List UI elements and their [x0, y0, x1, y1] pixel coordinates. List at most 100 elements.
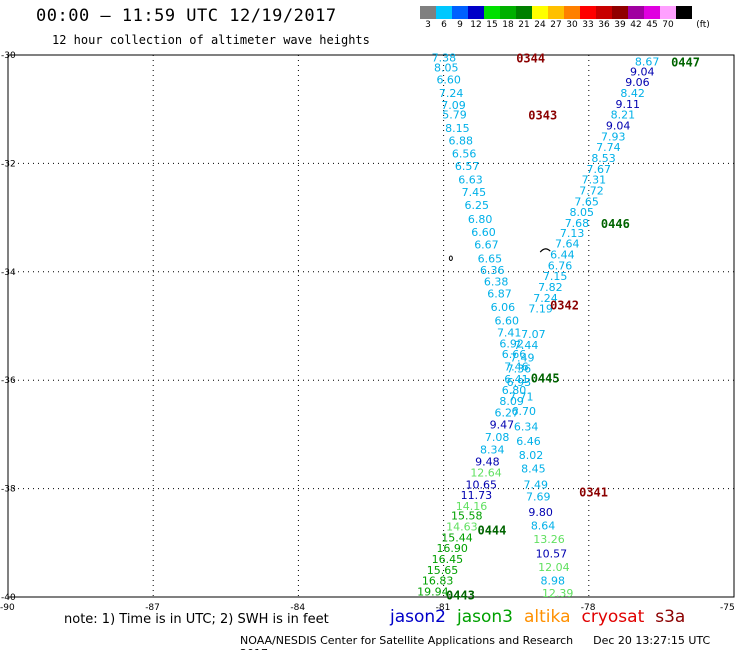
swh-value: 6.38 [484, 276, 509, 289]
scale-unit: (ft) [692, 6, 710, 31]
swh-value: 11.73 [461, 489, 493, 502]
lon-tick-label: -87 [145, 603, 160, 613]
pass-time-label: 0341 [579, 485, 608, 499]
swh-value: 8.05 [570, 206, 595, 219]
scale-swatch [452, 6, 468, 19]
swh-value: 9.04 [630, 65, 655, 78]
swh-value: 6.46 [516, 435, 541, 448]
scale-bin: 30 [564, 6, 580, 31]
pass-time-label: 0443 [446, 588, 475, 602]
island-marker [539, 248, 551, 253]
swh-value: 6.76 [548, 259, 573, 272]
lat-tick-label: -40 [1, 593, 16, 603]
swh-value: 8.34 [480, 444, 505, 457]
footnote: note: 1) Time is in UTC; 2) SWH is in fe… [64, 612, 329, 627]
scale-bin [676, 6, 692, 31]
pass-time-label: 0343 [528, 109, 557, 123]
swh-value: 8.45 [521, 463, 546, 476]
swh-value: 7.41 [497, 327, 522, 340]
swh-value: 14.16 [456, 500, 488, 513]
swh-value: 6.36 [480, 264, 505, 277]
swh-value: 8.02 [519, 449, 544, 462]
swh-value: 7.64 [555, 238, 580, 251]
scale-label: 33 [582, 20, 594, 30]
legend-jason3: jason3 [457, 607, 513, 627]
scale-bin: 33 [580, 6, 596, 31]
scale-swatch [532, 6, 548, 19]
scale-swatch [516, 6, 532, 19]
swh-value: 15.65 [427, 564, 459, 577]
swh-value: 6.92 [499, 337, 524, 350]
credit-line: NOAA/NESDIS Center for Satellite Applica… [240, 634, 740, 650]
scale-swatch [468, 6, 484, 19]
swh-value: 9.11 [616, 98, 641, 111]
swh-value: 6.25 [465, 199, 490, 212]
swh-value: 6.70 [511, 405, 535, 418]
lat-tick-label: -38 [1, 485, 16, 495]
legend-altika: altika [524, 607, 571, 627]
scale-label: 6 [441, 20, 447, 30]
swh-value: 6.41 [504, 373, 529, 386]
swh-value: 12.04 [538, 561, 570, 574]
scale-swatch [676, 6, 692, 19]
scale-bin: 70 [660, 6, 676, 31]
swh-value: 8.42 [620, 87, 645, 100]
swh-value: 7.71 [509, 390, 534, 403]
scale-bin: 39 [612, 6, 628, 31]
swh-value: 9.47 [490, 419, 515, 432]
legend-cryosat: cryosat [581, 607, 645, 627]
pass-time-label: 0446 [601, 217, 630, 231]
swh-value: 6.60 [471, 226, 496, 239]
scale-bin: 21 [516, 6, 532, 31]
swh-value: 16.45 [432, 553, 464, 566]
swh-value: 7.93 [601, 130, 626, 143]
scale-swatch [628, 6, 644, 19]
scale-swatch [420, 6, 436, 19]
scale-bin: 27 [548, 6, 564, 31]
scale-swatch [436, 6, 452, 19]
scale-bin: 3 [420, 6, 436, 31]
swh-value: 19.94 [417, 586, 449, 599]
swh-value: 7.19 [528, 303, 553, 316]
swh-value: 7.24 [439, 87, 464, 100]
swh-value: 6.56 [452, 148, 477, 161]
swh-value: 5.79 [442, 109, 467, 122]
swh-value: 6.60 [436, 73, 461, 86]
swh-value: 15.44 [441, 531, 473, 544]
swh-value: 6.44 [550, 248, 575, 261]
swh-value: 7.49 [510, 351, 535, 364]
swh-value: 7.68 [565, 217, 590, 230]
swh-value: 7.15 [543, 270, 568, 283]
scale-label: 18 [502, 20, 514, 30]
swh-value: 6.65 [478, 252, 503, 265]
scale-swatch [660, 6, 676, 19]
swh-value: 8.67 [635, 56, 660, 69]
swh-value: 7.13 [560, 227, 585, 240]
scale-bin: 45 [644, 6, 660, 31]
swh-value: 6.27 [495, 407, 520, 420]
swh-value: 7.67 [586, 163, 611, 176]
swh-value: 7.46 [504, 361, 529, 374]
swh-value: 7.08 [485, 431, 510, 444]
scale-label: 24 [534, 20, 546, 30]
swh-value: 8.98 [541, 575, 566, 588]
legend-jason2: jason2 [390, 607, 446, 627]
scale-label: 27 [550, 20, 562, 30]
swh-value: 16.83 [422, 575, 454, 588]
scale-swatch [580, 6, 596, 19]
scale-label: 3 [425, 20, 431, 30]
swh-value: 6.57 [455, 160, 480, 173]
scale-label: 12 [470, 20, 482, 30]
credit-text: NOAA/NESDIS Center for Satellite Applica… [240, 634, 574, 647]
swh-value: 7.69 [526, 491, 551, 504]
swh-value: 9.48 [475, 456, 500, 469]
swh-value: 7.45 [462, 186, 487, 199]
swh-value: 6.60 [495, 315, 520, 328]
lon-tick-label: -90 [0, 603, 15, 613]
scale-bin: 9 [452, 6, 468, 31]
swh-value: 7.44 [514, 339, 539, 352]
island-marker [448, 255, 453, 261]
swh-value: 12.39 [542, 587, 574, 600]
swh-value: 10.57 [536, 548, 568, 561]
